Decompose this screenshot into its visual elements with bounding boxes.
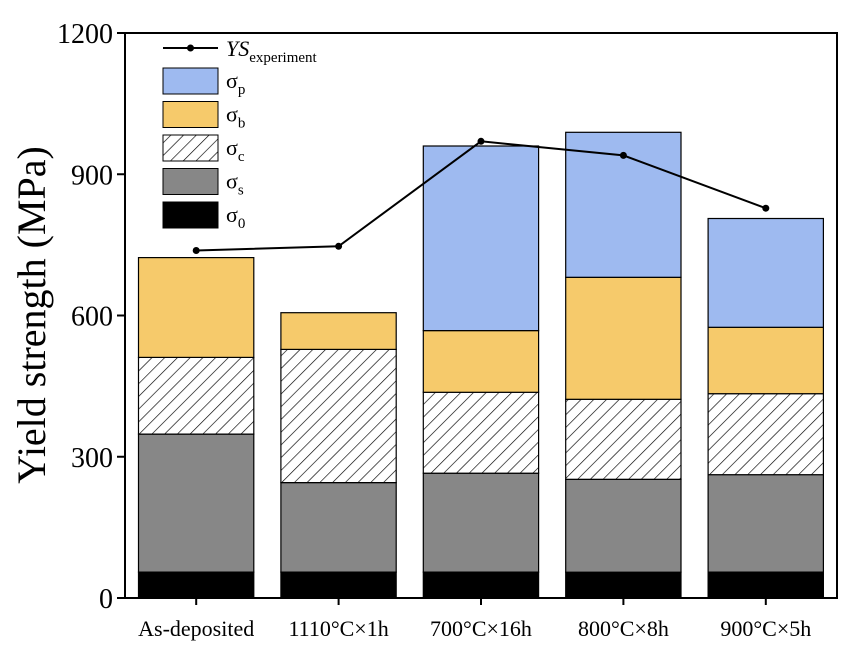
x-tick-label: 700°C×16h [430,616,532,641]
bar-segment-0 [565,571,682,599]
bar-segment-b [707,326,824,395]
experiment-point [335,242,343,250]
legend-label: σb [226,102,245,132]
legend-swatch-b [162,101,219,128]
bar-segment-b [565,276,682,400]
experiment-point [762,204,770,212]
legend-label: YSexperiment [226,36,318,66]
bar-segment-s [565,478,682,573]
legend-label: σp [226,68,245,98]
bar-segment-c [707,393,824,476]
bar-segment-0 [137,571,255,599]
y-tick-label: 600 [71,302,113,333]
legend-line-marker [187,44,194,52]
bar-segment-b [280,312,397,351]
y-tick-label: 900 [71,160,113,191]
bar-segment-s [137,433,255,573]
bar-segment-s [707,474,824,573]
bar-segment-0 [280,571,397,599]
legend-swatch-c [162,134,219,162]
x-tick-label: As-deposited [138,616,254,641]
bar-segment-s [422,472,540,573]
y-tick-label: 0 [99,584,113,615]
bar-segment-s [280,482,397,573]
bar-segment-0 [707,571,824,599]
bar-segment-c [280,348,397,484]
y-tick-label: 300 [71,443,113,474]
experiment-point [477,137,485,145]
legend-swatch-0 [162,201,219,229]
x-tick-label: 1110°C×1h [288,616,388,641]
y-tick-label: 1200 [57,19,113,50]
bar-segment-p [422,145,540,332]
bar-segment-c [137,356,255,435]
bar-segment-0 [422,571,540,599]
x-tick-label: 900°C×5h [720,616,811,641]
legend-swatch-p [162,67,219,95]
x-tick-label: 800°C×8h [578,616,669,641]
bar-segment-p [707,217,824,328]
bar-segment-b [422,330,540,393]
experiment-point [619,151,627,159]
experiment-point [192,247,200,254]
y-axis-title: Yield strength (MPa) [9,146,54,484]
bar-segment-b [137,257,255,359]
plot-area: 0 300 600 900 1200 As-deposited 1110°C×1h 700°C… [57,19,838,641]
legend-label: σs [226,169,244,199]
legend-swatch-s [162,168,219,195]
legend-label: σ0 [226,202,245,232]
legend-label: σc [226,135,245,165]
bar-segment-c [565,398,682,480]
bar-segment-c [422,391,540,474]
